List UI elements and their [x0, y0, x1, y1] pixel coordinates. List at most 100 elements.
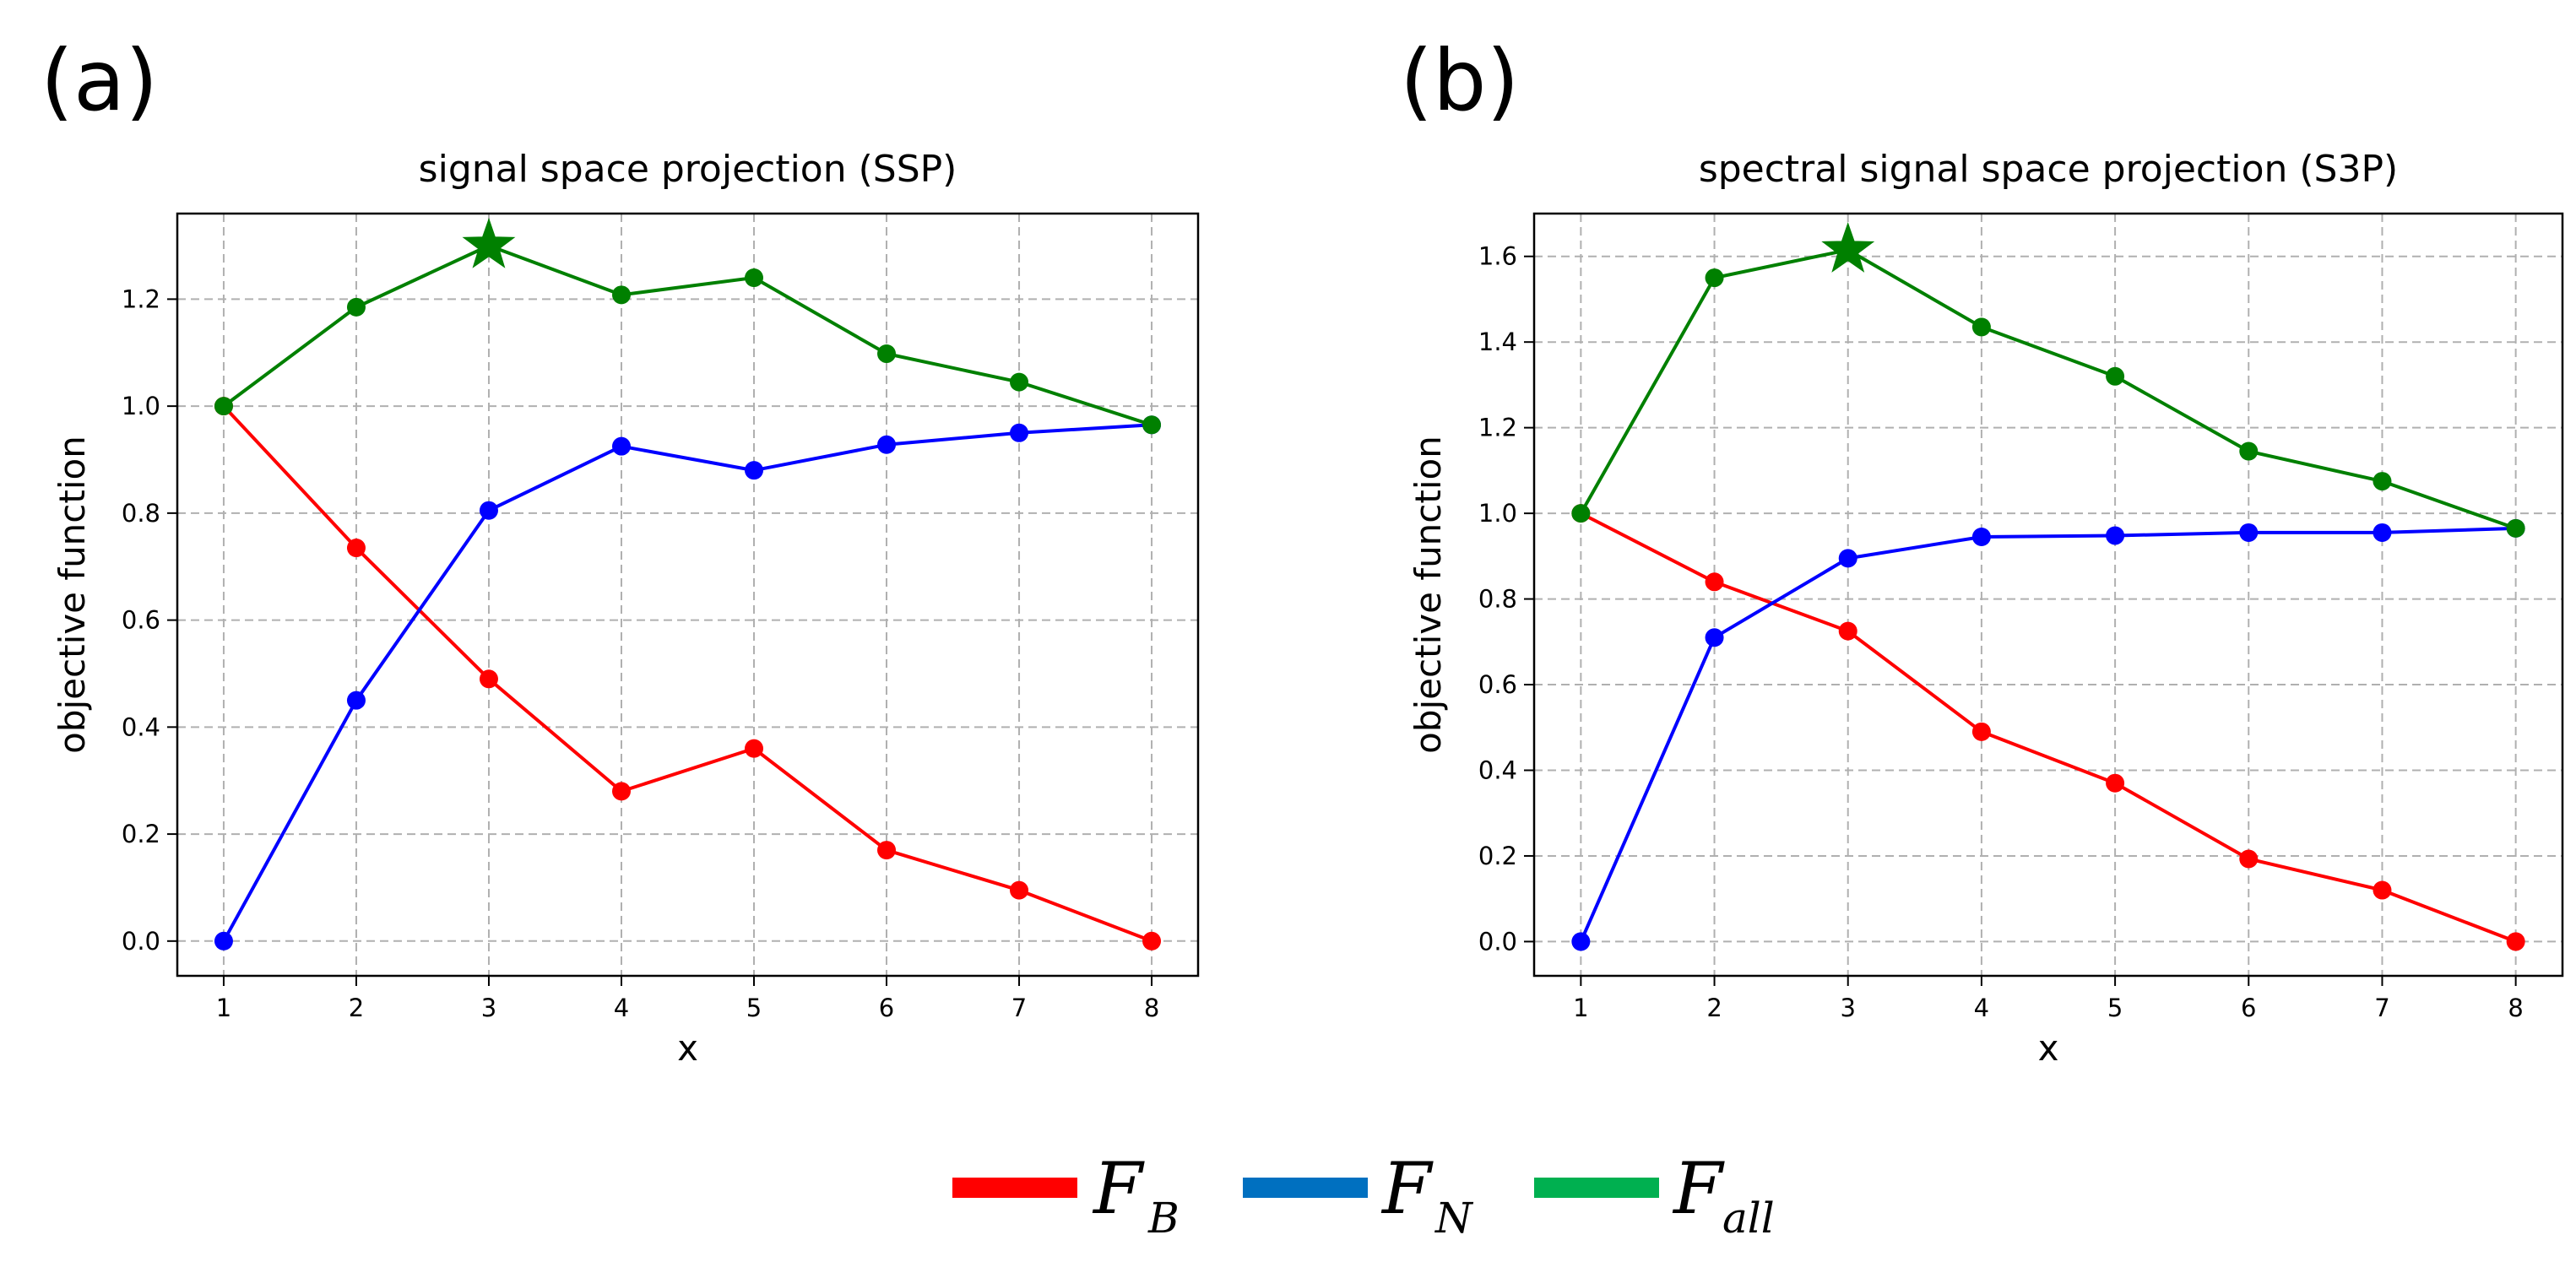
data-point-fall: [2506, 518, 2525, 538]
data-point-fb: [2506, 932, 2525, 951]
y-tick-label: 1.2: [1478, 414, 1517, 442]
legend-entry-fall: F all: [1534, 1147, 1775, 1243]
data-point-fall: [1705, 268, 1724, 288]
y-axis-label-b: objective function: [1407, 436, 1449, 754]
y-tick-label: 0.8: [122, 499, 160, 528]
y-tick-label: 0.6: [122, 606, 160, 635]
x-tick-label: 5: [2107, 994, 2123, 1022]
data-point-fb: [877, 841, 897, 860]
panel-label-b: (b): [1400, 31, 1520, 130]
y-axis-label-a: objective function: [52, 436, 93, 754]
data-point-fn: [2239, 523, 2259, 542]
y-tick-label: 0.4: [1478, 756, 1517, 784]
legend-label-fb: F: [1092, 1147, 1145, 1230]
data-point-fb: [611, 782, 631, 801]
series-line-fall: [1579, 248, 2517, 530]
x-tick-label: 4: [614, 994, 629, 1022]
series-line-fall: [222, 244, 1152, 427]
grid-a: [177, 214, 1198, 976]
x-tick-label: 7: [1011, 994, 1027, 1022]
panel-b: (b) spectral signal space projection (S3P…: [1400, 31, 2564, 1069]
data-point-fn: [1571, 932, 1591, 951]
x-tick-label: 4: [1974, 994, 1989, 1022]
data-point-fall: [877, 344, 897, 364]
axes-frame-b: [1532, 212, 2564, 978]
legend-label-fall: F: [1672, 1147, 1725, 1230]
data-point-fb: [2373, 880, 2392, 900]
x-tick-label: 6: [2241, 994, 2256, 1022]
grid-b: [1534, 214, 2562, 976]
data-point-fb: [346, 539, 366, 558]
data-point-fall: [1971, 317, 1991, 337]
panel-a: (a) signal space projection (SSP) 1 2 3 4 5 6 7 8…: [41, 31, 1200, 1069]
data-point-fn: [2373, 523, 2392, 542]
data-point-fn: [1971, 528, 1991, 547]
axes-frame-a: [176, 212, 1200, 978]
data-point-fb: [1142, 931, 1162, 951]
data-point-fall: [1571, 504, 1591, 523]
data-point-fall: [346, 297, 366, 317]
legend-subscript-fn: N: [1434, 1194, 1474, 1243]
data-point-fb: [1705, 572, 1724, 592]
data-point-fn: [745, 461, 764, 480]
data-point-fn: [214, 931, 233, 951]
max-star-marker-a: [462, 217, 516, 268]
series-fn-a: [214, 415, 1162, 951]
data-point-fn: [2106, 526, 2125, 545]
y-tick-label: 1.2: [122, 284, 160, 313]
x-axis-label-a: x: [677, 1027, 698, 1069]
data-point-fn: [1010, 423, 1029, 442]
legend-swatch-fb: [952, 1178, 1077, 1198]
x-tick-label: 2: [1706, 994, 1722, 1022]
y-tick-label: 1.6: [1478, 242, 1517, 271]
y-tick-label: 0.0: [122, 927, 160, 956]
y-tick-label: 1.4: [1478, 328, 1517, 356]
y-tick-label: 0.2: [1478, 842, 1517, 870]
data-point-fn: [877, 435, 897, 454]
series-line-fn: [222, 423, 1152, 942]
data-point-fall: [611, 285, 631, 305]
legend-entry-fb: F B: [952, 1147, 1180, 1243]
data-point-fb: [745, 739, 764, 758]
y-tick-label: 0.6: [1478, 670, 1517, 699]
legend-subscript-fb: B: [1147, 1194, 1180, 1243]
y-tick-label: 0.4: [122, 712, 160, 741]
data-point-fb: [479, 669, 498, 689]
x-tick-label: 2: [349, 994, 364, 1022]
max-star-marker-b: [1821, 222, 1875, 273]
data-point-fn: [479, 501, 498, 520]
legend-entry-fn: F N: [1243, 1147, 1474, 1243]
data-point-fall: [214, 397, 233, 416]
x-axis-label-b: x: [2038, 1027, 2059, 1069]
series-line-fn: [1579, 526, 2516, 943]
data-point-fb: [2239, 849, 2259, 869]
x-tick-label: 8: [2508, 994, 2523, 1022]
x-tick-label: 3: [1841, 994, 1856, 1022]
series-fall-b: [1571, 241, 2525, 538]
y-tick-label: 1.0: [1478, 499, 1517, 528]
data-point-fn: [1705, 628, 1724, 647]
data-point-fall: [1010, 372, 1029, 392]
data-point-fn: [611, 436, 631, 456]
y-tick-label: 0.0: [1478, 927, 1517, 956]
legend-label-fn: F: [1380, 1147, 1434, 1230]
data-point-fn: [346, 691, 366, 710]
series-line-fb: [1580, 512, 2517, 944]
data-point-fn: [1838, 549, 1857, 568]
x-tick-label: 6: [879, 994, 894, 1022]
legend-subscript-fall: all: [1722, 1194, 1775, 1243]
data-point-fall: [745, 268, 764, 288]
legend: F B F N F all: [952, 1147, 1775, 1243]
x-tick-label: 7: [2374, 994, 2389, 1022]
x-tick-label: 8: [1144, 994, 1159, 1022]
panel-label-a: (a): [41, 31, 158, 130]
series-line-fb: [222, 404, 1152, 943]
y-tick-label: 0.2: [122, 820, 160, 848]
data-point-fall: [1142, 415, 1162, 435]
data-point-fall: [2106, 366, 2125, 386]
y-tick-label: 0.8: [1478, 585, 1517, 614]
data-point-fb: [1010, 880, 1029, 900]
data-point-fb: [2106, 773, 2125, 793]
data-point-fb: [1838, 621, 1857, 641]
